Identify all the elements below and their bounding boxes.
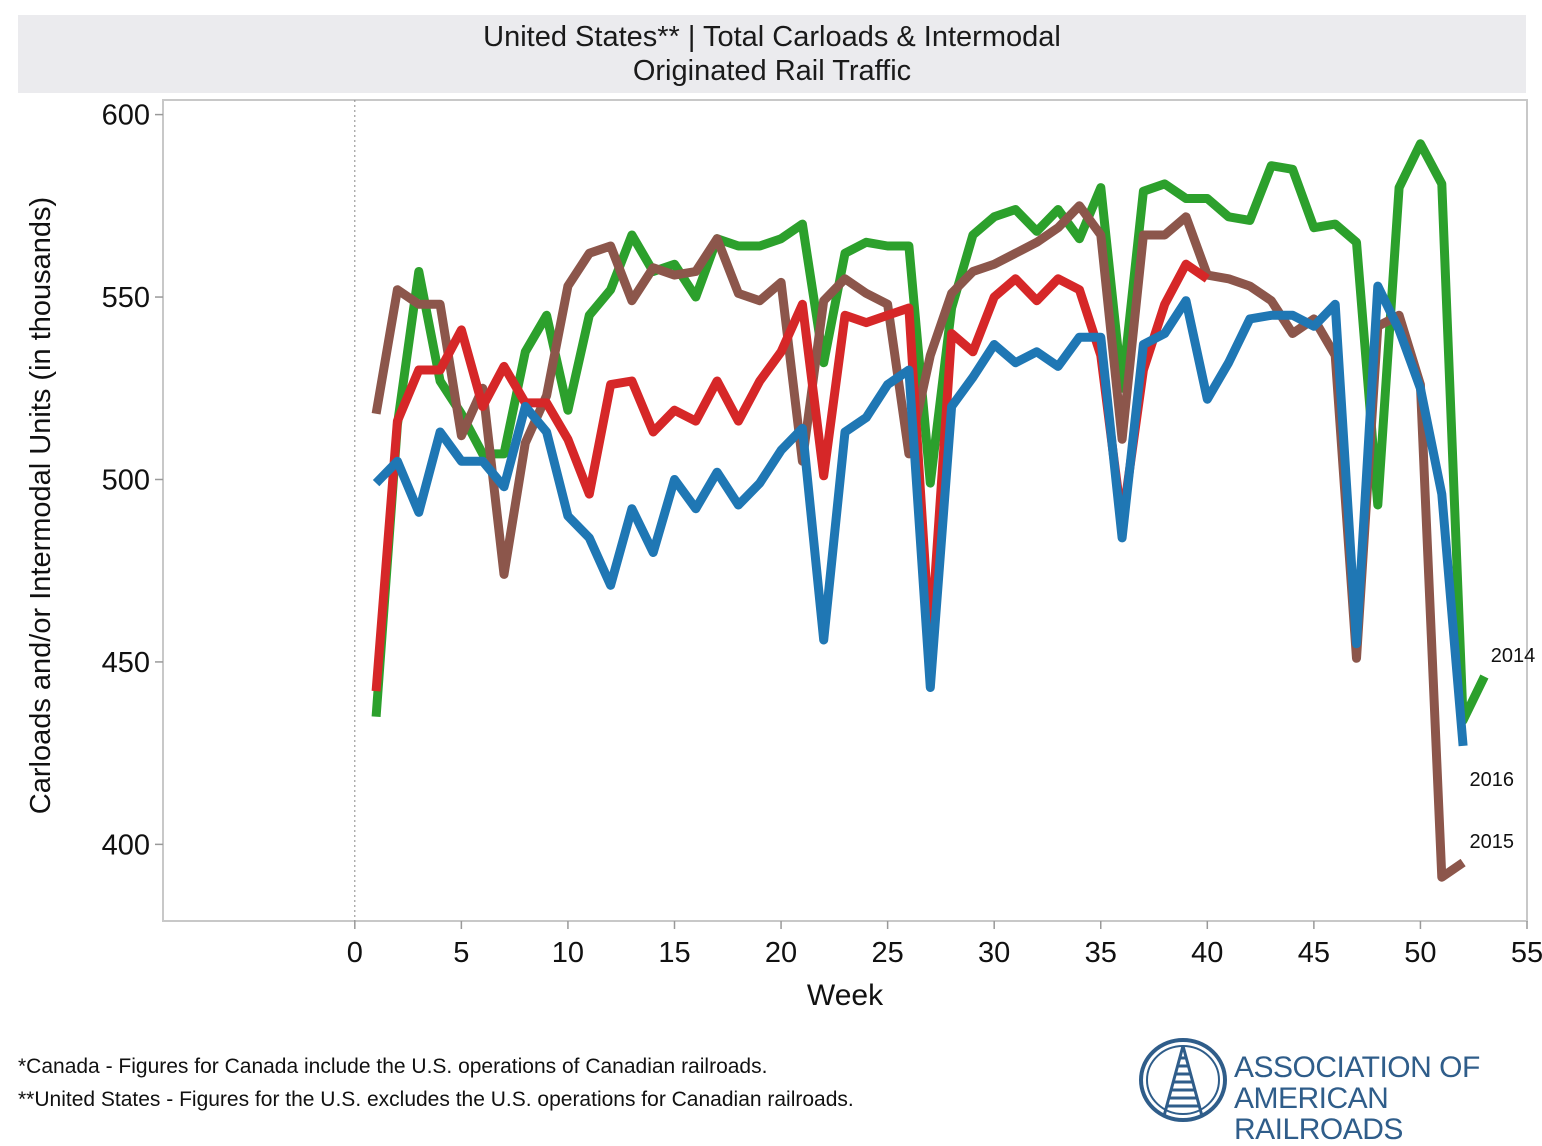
chart-title-box: United States** | Total Carloads & Inter…: [18, 15, 1526, 93]
x-tick-label: 50: [1404, 937, 1436, 969]
y-tick-label: 600: [102, 100, 150, 132]
logo-line-1: ASSOCIATION OF: [1234, 1051, 1480, 1084]
plot-area-frame: [162, 99, 1528, 922]
footnote-canada: *Canada - Figures for Canada include the…: [18, 1055, 768, 1078]
x-axis-label: Week: [807, 979, 884, 1012]
chart-title: United States** | Total Carloads & Inter…: [483, 21, 1061, 53]
x-tick-label: 35: [1085, 937, 1117, 969]
x-tick-label: 10: [552, 937, 584, 969]
y-tick-label: 500: [102, 464, 150, 496]
y-tick-label: 400: [102, 829, 150, 861]
x-tick-label: 15: [658, 937, 690, 969]
chart-subtitle: Originated Rail Traffic: [632, 55, 912, 87]
footnotes: *Canada - Figures for Canada include the…: [18, 1050, 854, 1116]
x-tick-label: 40: [1191, 937, 1223, 969]
aar-logo: ASSOCIATION OF AMERICAN RAILROADS: [1138, 1036, 1528, 1145]
aar-logo-text: ASSOCIATION OF AMERICAN RAILROADS: [1234, 1052, 1528, 1145]
railroad-track-icon: [1139, 1038, 1227, 1122]
series-end-label-2015: 2015: [1469, 831, 1514, 853]
x-tick-label: 20: [765, 937, 797, 969]
x-tick-label: 0: [347, 937, 363, 969]
x-tick-label: 25: [871, 937, 903, 969]
x-tick-label: 45: [1298, 937, 1330, 969]
x-tick-label: 5: [453, 937, 469, 969]
series-end-label-2014: 2014: [1491, 645, 1536, 667]
series-end-label-2016: 2016: [1469, 769, 1514, 791]
x-tick-label: 55: [1511, 937, 1542, 969]
footnote-united-states: **United States - Figures for the U.S. e…: [18, 1088, 854, 1111]
series-line-2014: [371, 139, 1489, 725]
series-line-series-3: [371, 259, 1210, 692]
series-line-2016: [372, 281, 1468, 747]
x-tick-label: 30: [978, 937, 1010, 969]
y-axis-label: Carloads and/or Intermodal Units (in tho…: [25, 197, 57, 814]
logo-line-2: AMERICAN RAILROADS: [1234, 1082, 1403, 1146]
y-tick-label: 550: [102, 282, 150, 314]
y-tick-label: 450: [102, 647, 150, 679]
